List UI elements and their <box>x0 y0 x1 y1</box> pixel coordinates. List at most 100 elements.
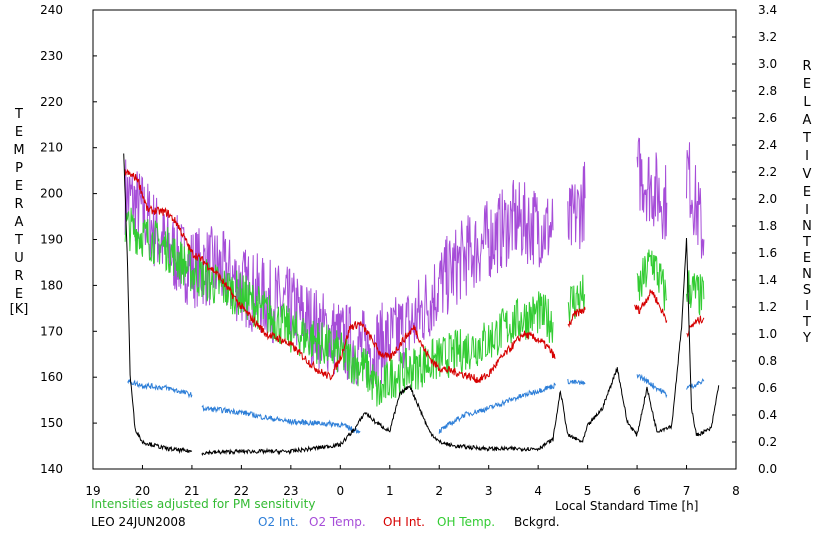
x-tick-label: 21 <box>184 484 199 498</box>
x-tick-label: 19 <box>85 484 100 498</box>
right-tick-label: 3.0 <box>758 57 777 71</box>
x-tick-label: 5 <box>584 484 592 498</box>
x-tick-label: 2 <box>435 484 443 498</box>
right-tick-label: 0.0 <box>758 462 777 476</box>
right-axis-label-letter: N <box>802 267 812 282</box>
x-tick-label: 3 <box>485 484 493 498</box>
right-axis-label-letter: E <box>803 185 811 200</box>
right-axis-label-letter: T <box>802 235 811 250</box>
series-line-oh-temp <box>567 274 586 325</box>
series-line-o2-int <box>567 378 586 386</box>
right-axis-label-letter: R <box>802 59 811 74</box>
series-line-o2-temp <box>567 161 586 250</box>
right-axis-label-letter: V <box>803 167 812 182</box>
series-line-oh-int <box>567 306 586 328</box>
left-tick-label: 150 <box>40 416 63 430</box>
left-axis-label-letter: E <box>15 287 23 302</box>
right-axis-label-letter: A <box>803 113 812 128</box>
left-tick-label: 210 <box>40 141 63 155</box>
right-tick-label: 3.4 <box>758 3 777 17</box>
right-axis-label-letter: E <box>803 251 811 266</box>
left-axis-label-letter: U <box>14 251 24 266</box>
right-tick-label: 2.8 <box>758 84 777 98</box>
x-axis-label: Local Standard Time [h] <box>555 499 698 513</box>
left-axis-label-letter: T <box>14 107 23 122</box>
left-axis-label-letter: R <box>14 197 23 212</box>
legend-item: Bckgrd. <box>514 515 560 529</box>
left-tick-label: 170 <box>40 324 63 338</box>
right-axis-label-letter: T <box>802 315 811 330</box>
sensitivity-note: Intensities adjusted for PM sensitivity <box>91 497 315 511</box>
left-tick-label: 180 <box>40 278 63 292</box>
series-line-o2-temp <box>636 137 668 240</box>
right-axis-label-letter: S <box>803 283 811 298</box>
series-line-o2-int <box>686 378 705 390</box>
left-tick-label: 140 <box>40 462 63 476</box>
x-tick-label: 23 <box>283 484 298 498</box>
series-line-o2-temp <box>686 142 705 259</box>
left-axis-label-letter: R <box>14 269 23 284</box>
series-line-oh-temp <box>686 270 705 316</box>
right-axis-label-letter: I <box>805 149 809 164</box>
legend-item: OH Int. <box>383 515 425 529</box>
x-tick-label: 0 <box>336 484 344 498</box>
right-tick-label: 2.2 <box>758 165 777 179</box>
right-axis-label-letter: I <box>805 203 809 218</box>
series-line-bckgrd <box>123 153 193 454</box>
left-tick-label: 160 <box>40 370 63 384</box>
series-line-bckgrd <box>201 237 720 456</box>
series-line-o2-int <box>438 382 556 434</box>
right-axis-label-letter: T <box>802 131 811 146</box>
left-tick-label: 200 <box>40 187 63 201</box>
right-tick-label: 2.4 <box>758 138 777 152</box>
x-tick-label: 7 <box>683 484 691 498</box>
left-axis-label-letter: M <box>13 143 24 158</box>
right-tick-label: 1.8 <box>758 219 777 233</box>
right-axis-label-letter: Y <box>802 331 811 346</box>
right-tick-label: 2.6 <box>758 111 777 125</box>
legend-item: O2 Int. <box>258 515 299 529</box>
right-tick-label: 0.2 <box>758 435 777 449</box>
left-axis-label-letter: E <box>15 125 23 140</box>
series-line-oh-int <box>634 289 668 323</box>
x-tick-label: 4 <box>534 484 542 498</box>
right-tick-label: 3.2 <box>758 30 777 44</box>
right-axis-label-letter: I <box>805 299 809 314</box>
series-line-oh-temp <box>124 207 554 407</box>
left-axis-label-letter: A <box>15 215 24 230</box>
legend-item: OH Temp. <box>437 515 495 529</box>
right-tick-label: 2.0 <box>758 192 777 206</box>
right-axis-label-letter: E <box>803 77 811 92</box>
right-tick-label: 1.0 <box>758 327 777 341</box>
right-tick-label: 0.8 <box>758 354 777 368</box>
series-line-oh-int <box>124 168 556 384</box>
right-tick-label: 0.4 <box>758 408 777 422</box>
right-axis-label-letter: L <box>803 95 811 110</box>
right-axis-label-letter: N <box>802 219 812 234</box>
left-axis-label-letter: E <box>15 179 23 194</box>
left-axis-label-letter: P <box>15 161 23 176</box>
left-tick-label: 230 <box>40 49 63 63</box>
series-line-o2-temp <box>124 159 554 387</box>
x-tick-label: 20 <box>135 484 150 498</box>
legend-item: O2 Temp. <box>309 515 366 529</box>
x-tick-label: 22 <box>234 484 249 498</box>
x-tick-label: 6 <box>633 484 641 498</box>
left-tick-label: 220 <box>40 95 63 109</box>
right-tick-label: 1.2 <box>758 300 777 314</box>
series-line-oh-temp <box>636 249 668 311</box>
left-axis-label-letter: T <box>14 233 23 248</box>
x-tick-label: 1 <box>386 484 394 498</box>
left-tick-label: 240 <box>40 3 63 17</box>
right-tick-label: 1.4 <box>758 273 777 287</box>
series-line-o2-int <box>201 404 361 434</box>
left-tick-label: 190 <box>40 233 63 247</box>
right-tick-label: 0.6 <box>758 381 777 395</box>
x-tick-label: 8 <box>732 484 740 498</box>
right-tick-label: 1.6 <box>758 246 777 260</box>
series-line-o2-int <box>127 379 193 399</box>
series-line-o2-int <box>636 373 668 399</box>
left-axis-unit: [K] <box>10 302 29 317</box>
footer-station-date: LEO 24JUN2008 <box>91 515 186 529</box>
